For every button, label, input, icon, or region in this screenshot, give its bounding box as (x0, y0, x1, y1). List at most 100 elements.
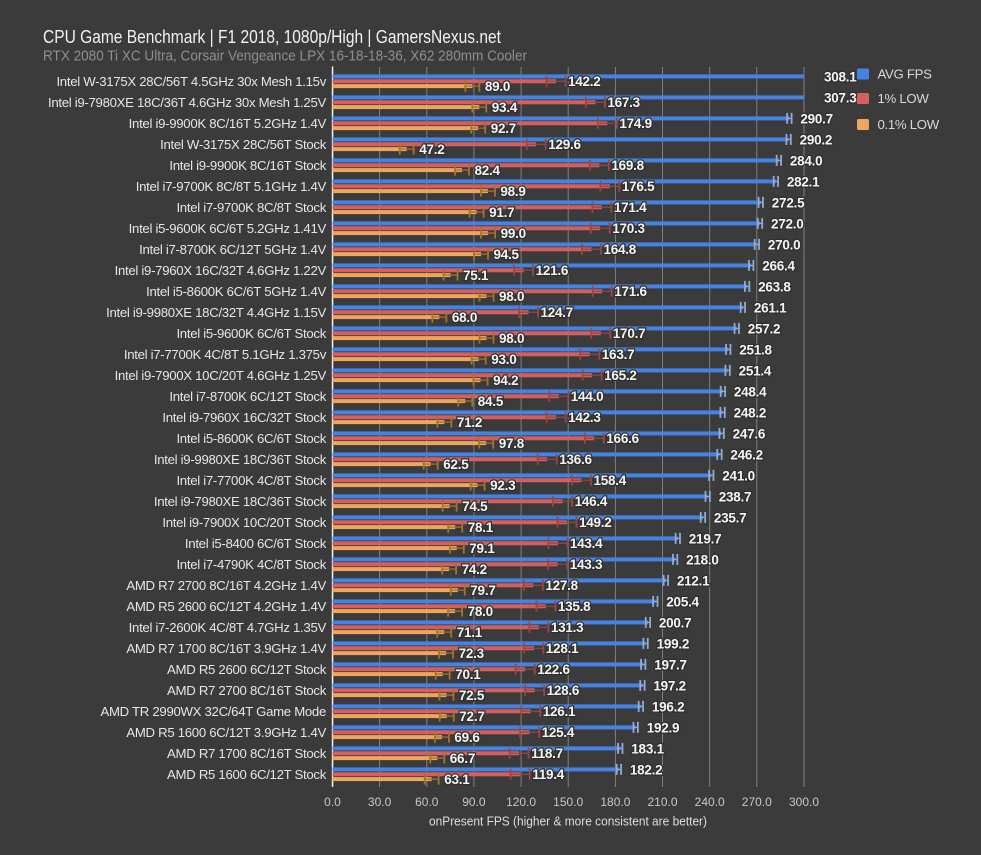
svg-text:290.7: 290.7 (800, 111, 833, 126)
svg-text:AMD R5 2600 6C/12T Stock: AMD R5 2600 6C/12T Stock (167, 662, 327, 677)
svg-text:131.3: 131.3 (551, 620, 584, 635)
svg-text:142.2: 142.2 (568, 74, 601, 89)
svg-text:164.8: 164.8 (604, 242, 637, 257)
svg-text:69.6: 69.6 (454, 730, 480, 745)
svg-text:266.4: 266.4 (762, 258, 795, 273)
svg-text:Intel i9-9900K 8C/16T Stock: Intel i9-9900K 8C/16T Stock (169, 158, 326, 173)
svg-text:0.1% LOW: 0.1% LOW (878, 117, 940, 132)
svg-text:74.2: 74.2 (462, 562, 487, 577)
svg-text:183.1: 183.1 (631, 741, 664, 756)
svg-text:219.7: 219.7 (689, 531, 722, 546)
svg-text:118.7: 118.7 (531, 746, 563, 761)
svg-text:169.8: 169.8 (611, 158, 644, 173)
svg-text:282.1: 282.1 (787, 174, 820, 189)
svg-text:180.0: 180.0 (600, 795, 630, 809)
svg-text:263.8: 263.8 (758, 279, 791, 294)
svg-text:Intel i5-8400 6C/6T Stock: Intel i5-8400 6C/6T Stock (185, 536, 327, 551)
svg-text:AMD R7 2700 8C/16T 4.2GHz 1.4V: AMD R7 2700 8C/16T 4.2GHz 1.4V (126, 578, 326, 593)
svg-text:308.1: 308.1 (824, 69, 857, 84)
svg-text:143.4: 143.4 (570, 536, 603, 551)
svg-text:Intel i9-7980XE 18C/36T 4.6GHz: Intel i9-7980XE 18C/36T 4.6GHz 30x Mesh … (48, 95, 327, 110)
svg-text:163.7: 163.7 (602, 347, 635, 362)
svg-text:146.4: 146.4 (575, 494, 608, 509)
svg-text:Intel i7-2600K 4C/8T 4.7GHz 1.: Intel i7-2600K 4C/8T 4.7GHz 1.35V (129, 620, 327, 635)
svg-text:84.5: 84.5 (478, 394, 504, 409)
svg-text:AMD TR 2990WX 32C/64T Game Mod: AMD TR 2990WX 32C/64T Game Mode (101, 704, 327, 719)
svg-text:307.3: 307.3 (824, 90, 857, 105)
svg-text:Intel i9-7960X 16C/32T 4.6GHz: Intel i9-7960X 16C/32T 4.6GHz 1.22V (115, 263, 327, 278)
svg-text:149.2: 149.2 (579, 515, 612, 530)
svg-text:247.6: 247.6 (733, 426, 766, 441)
svg-text:74.5: 74.5 (462, 499, 488, 514)
svg-text:205.4: 205.4 (666, 594, 699, 609)
svg-text:248.2: 248.2 (734, 405, 767, 420)
svg-text:170.7: 170.7 (613, 326, 646, 341)
svg-text:99.0: 99.0 (501, 226, 526, 241)
svg-text:129.6: 129.6 (548, 137, 581, 152)
svg-text:Intel W-3175X 28C/56T Stock: Intel W-3175X 28C/56T Stock (160, 137, 327, 152)
svg-text:98.0: 98.0 (499, 289, 524, 304)
svg-text:261.1: 261.1 (754, 300, 787, 315)
svg-text:Intel i5-9600K 6C/6T 5.2GHz 1.: Intel i5-9600K 6C/6T 5.2GHz 1.41V (129, 221, 327, 236)
svg-text:78.1: 78.1 (468, 520, 494, 535)
svg-text:182.2: 182.2 (630, 762, 663, 777)
svg-text:124.7: 124.7 (541, 305, 574, 320)
svg-text:1% LOW: 1% LOW (878, 91, 930, 106)
svg-text:192.9: 192.9 (647, 720, 680, 735)
svg-text:136.6: 136.6 (559, 452, 592, 467)
svg-text:251.8: 251.8 (739, 342, 772, 357)
svg-text:122.6: 122.6 (537, 662, 570, 677)
svg-text:158.4: 158.4 (594, 473, 627, 488)
svg-text:128.6: 128.6 (547, 683, 580, 698)
svg-text:144.0: 144.0 (571, 389, 604, 404)
svg-text:300.0: 300.0 (789, 795, 819, 809)
svg-text:Intel i9-9980XE 18C/36T Stock: Intel i9-9980XE 18C/36T Stock (154, 452, 327, 467)
svg-text:240.0: 240.0 (695, 795, 725, 809)
svg-text:Intel i7-9700K 8C/8T Stock: Intel i7-9700K 8C/8T Stock (176, 200, 326, 215)
svg-text:62.5: 62.5 (443, 457, 469, 472)
svg-text:248.4: 248.4 (734, 384, 767, 399)
svg-text:AMD R7 1700 8C/16T 3.9GHz 1.4V: AMD R7 1700 8C/16T 3.9GHz 1.4V (126, 641, 326, 656)
svg-text:270.0: 270.0 (742, 795, 772, 809)
svg-text:121.6: 121.6 (536, 263, 569, 278)
svg-text:Intel i9-7960X 16C/32T Stock: Intel i9-7960X 16C/32T Stock (162, 410, 326, 425)
svg-text:78.0: 78.0 (468, 604, 493, 619)
svg-text:125.4: 125.4 (542, 725, 575, 740)
svg-text:30.0: 30.0 (368, 795, 392, 809)
svg-text:120.0: 120.0 (506, 795, 536, 809)
svg-text:93.0: 93.0 (491, 352, 516, 367)
svg-text:200.7: 200.7 (659, 615, 692, 630)
svg-text:AMD R5 2600 6C/12T 4.2GHz 1.4V: AMD R5 2600 6C/12T 4.2GHz 1.4V (126, 599, 326, 614)
svg-text:212.1: 212.1 (677, 573, 710, 588)
svg-text:71.2: 71.2 (457, 415, 482, 430)
svg-text:Intel i7-9700K 8C/8T 5.1GHz 1.: Intel i7-9700K 8C/8T 5.1GHz 1.4V (136, 179, 327, 194)
svg-text:Intel i5-8600K 6C/6T 5GHz 1.4V: Intel i5-8600K 6C/6T 5GHz 1.4V (146, 284, 326, 299)
svg-text:94.2: 94.2 (493, 373, 518, 388)
svg-text:98.9: 98.9 (500, 184, 525, 199)
svg-text:68.0: 68.0 (452, 310, 477, 325)
svg-text:60.0: 60.0 (415, 795, 439, 809)
svg-text:Intel i9-7900X 10C/20T Stock: Intel i9-7900X 10C/20T Stock (162, 515, 326, 530)
svg-text:91.7: 91.7 (489, 205, 514, 220)
svg-text:165.2: 165.2 (604, 368, 637, 383)
svg-text:210.0: 210.0 (647, 795, 677, 809)
svg-text:75.1: 75.1 (463, 268, 489, 283)
svg-text:119.4: 119.4 (532, 767, 565, 782)
svg-text:70.1: 70.1 (455, 667, 481, 682)
svg-text:238.7: 238.7 (719, 489, 752, 504)
svg-text:176.5: 176.5 (622, 179, 655, 194)
svg-text:AMD R5 1600 6C/12T Stock: AMD R5 1600 6C/12T Stock (167, 767, 327, 782)
svg-text:Intel i5-8600K 6C/6T Stock: Intel i5-8600K 6C/6T Stock (176, 431, 326, 446)
svg-text:272.0: 272.0 (771, 216, 804, 231)
svg-text:126.1: 126.1 (543, 704, 576, 719)
svg-text:171.4: 171.4 (614, 200, 647, 215)
svg-text:Intel i9-9900K 8C/16T 5.2GHz 1: Intel i9-9900K 8C/16T 5.2GHz 1.4V (129, 116, 327, 131)
svg-text:196.2: 196.2 (652, 699, 685, 714)
svg-text:98.0: 98.0 (499, 331, 524, 346)
svg-text:241.0: 241.0 (722, 468, 755, 483)
svg-text:218.0: 218.0 (686, 552, 719, 567)
svg-text:127.8: 127.8 (545, 578, 578, 593)
svg-text:174.9: 174.9 (619, 116, 652, 131)
svg-text:197.2: 197.2 (653, 678, 686, 693)
svg-text:Intel i5-9600K 6C/6T Stock: Intel i5-9600K 6C/6T Stock (176, 326, 326, 341)
